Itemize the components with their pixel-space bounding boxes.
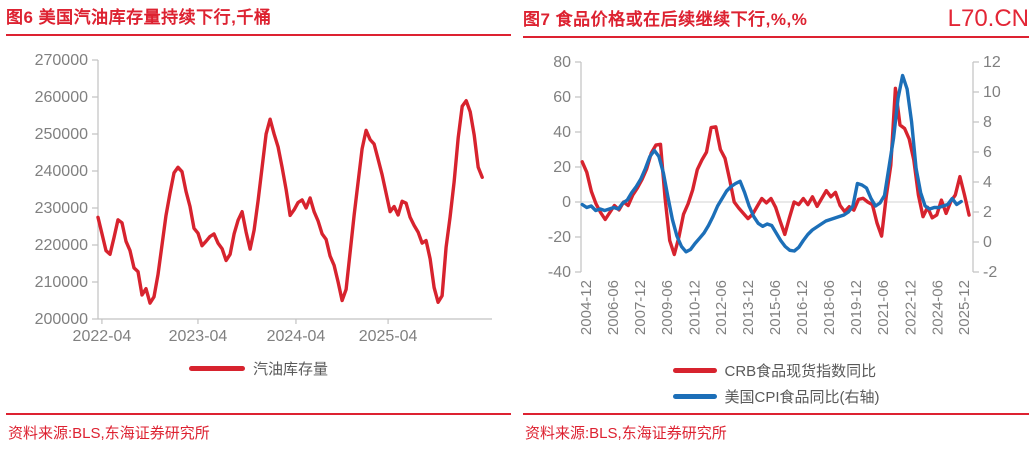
legend-item: 美国CPI食品同比(右轴): [672, 386, 880, 407]
svg-text:220000: 220000: [35, 237, 88, 254]
legend-label: 美国CPI食品同比(右轴): [724, 389, 880, 406]
svg-text:2019-12: 2019-12: [848, 280, 865, 335]
legend-item: CRB食品现货指数同比: [672, 360, 877, 381]
svg-text:10: 10: [983, 84, 1001, 101]
svg-text:250000: 250000: [35, 126, 88, 143]
panel-gasoline: 图6 美国汽油库存量持续下行,千桶 200000 210000 220000 2300…: [0, 0, 517, 453]
svg-text:8: 8: [983, 114, 992, 131]
svg-text:2009-06: 2009-06: [659, 280, 676, 335]
svg-text:2024-06: 2024-06: [929, 280, 946, 335]
svg-text:4: 4: [983, 174, 992, 191]
legend-line-swatch: [672, 368, 717, 373]
panel-food-prices: 图7 食品价格或在后续继续下行,%,% L70.CN -40 -20 0 20 40 60…: [517, 0, 1035, 453]
source-note-left: 资料来源:BLS,东海证券研究所: [8, 425, 210, 442]
svg-text:2013-12: 2013-12: [740, 280, 757, 335]
svg-text:270000: 270000: [35, 52, 88, 69]
legend-food: CRB食品现货指数同比 美国CPI食品同比(右轴): [523, 360, 1029, 407]
title-underline-right: [523, 36, 1029, 38]
legend-label: CRB食品现货指数同比: [724, 363, 877, 380]
source-rule-left: [6, 413, 511, 415]
legend-line-swatch: [672, 394, 717, 399]
svg-text:60: 60: [553, 89, 571, 106]
legend-item: 汽油库存量: [188, 358, 328, 379]
legend-line-swatch: [188, 366, 245, 371]
svg-text:-20: -20: [548, 229, 571, 246]
svg-text:210000: 210000: [35, 274, 88, 291]
watermark-text: L70.CN: [947, 5, 1029, 32]
svg-text:2024-04: 2024-04: [267, 328, 326, 345]
svg-text:260000: 260000: [35, 89, 88, 106]
svg-text:20: 20: [553, 159, 571, 176]
title-underline-left: [6, 34, 511, 36]
title-row-right: 图7 食品价格或在后续继续下行,%,% L70.CN: [523, 0, 1029, 31]
gasoline-line-chart: 200000 210000 220000 230000 240000 250000 2600…: [35, 52, 492, 345]
svg-text:2007-12: 2007-12: [632, 280, 649, 335]
svg-text:2018-06: 2018-06: [821, 280, 838, 335]
svg-text:0: 0: [983, 234, 992, 251]
legend-items-right: CRB食品现货指数同比 美国CPI食品同比(右轴): [672, 360, 880, 407]
svg-text:2022-12: 2022-12: [902, 280, 919, 335]
svg-text:2004-12: 2004-12: [578, 280, 595, 335]
svg-text:2006-06: 2006-06: [605, 280, 622, 335]
source-rule-right: [523, 413, 1029, 415]
chart-title-food: 图7 食品价格或在后续继续下行,%,%: [523, 10, 808, 29]
svg-text:-2: -2: [983, 264, 997, 281]
svg-text:2021-06: 2021-06: [875, 280, 892, 335]
legend-gasoline: 汽油库存量: [6, 358, 511, 379]
svg-text:-40: -40: [548, 264, 571, 281]
svg-text:2010-12: 2010-12: [686, 280, 703, 335]
svg-text:2025-12: 2025-12: [956, 280, 973, 335]
svg-text:12: 12: [983, 54, 1001, 71]
svg-text:2022-04: 2022-04: [73, 328, 132, 345]
svg-text:2025-04: 2025-04: [359, 328, 418, 345]
source-note-right: 资料来源:BLS,东海证券研究所: [525, 425, 727, 442]
svg-text:2023-04: 2023-04: [169, 328, 228, 345]
svg-text:2: 2: [983, 204, 992, 221]
svg-text:240000: 240000: [35, 163, 88, 180]
chart-title-gasoline: 图6 美国汽油库存量持续下行,千桶: [6, 8, 272, 27]
svg-text:80: 80: [553, 54, 571, 71]
svg-text:230000: 230000: [35, 200, 88, 217]
title-row-left: 图6 美国汽油库存量持续下行,千桶: [6, 0, 511, 29]
legend-label: 汽油库存量: [252, 361, 328, 378]
svg-text:2015-06: 2015-06: [767, 280, 784, 335]
svg-text:40: 40: [553, 124, 571, 141]
svg-text:200000: 200000: [35, 311, 88, 328]
footer-right: 资料来源:BLS,东海证券研究所: [523, 413, 1029, 453]
footer-left: 资料来源:BLS,东海证券研究所: [6, 413, 511, 453]
svg-text:6: 6: [983, 144, 992, 161]
svg-text:2012-06: 2012-06: [713, 280, 730, 335]
svg-text:2016-12: 2016-12: [794, 280, 811, 335]
svg-text:0: 0: [562, 194, 571, 211]
legend-items-left: 汽油库存量: [188, 358, 328, 379]
